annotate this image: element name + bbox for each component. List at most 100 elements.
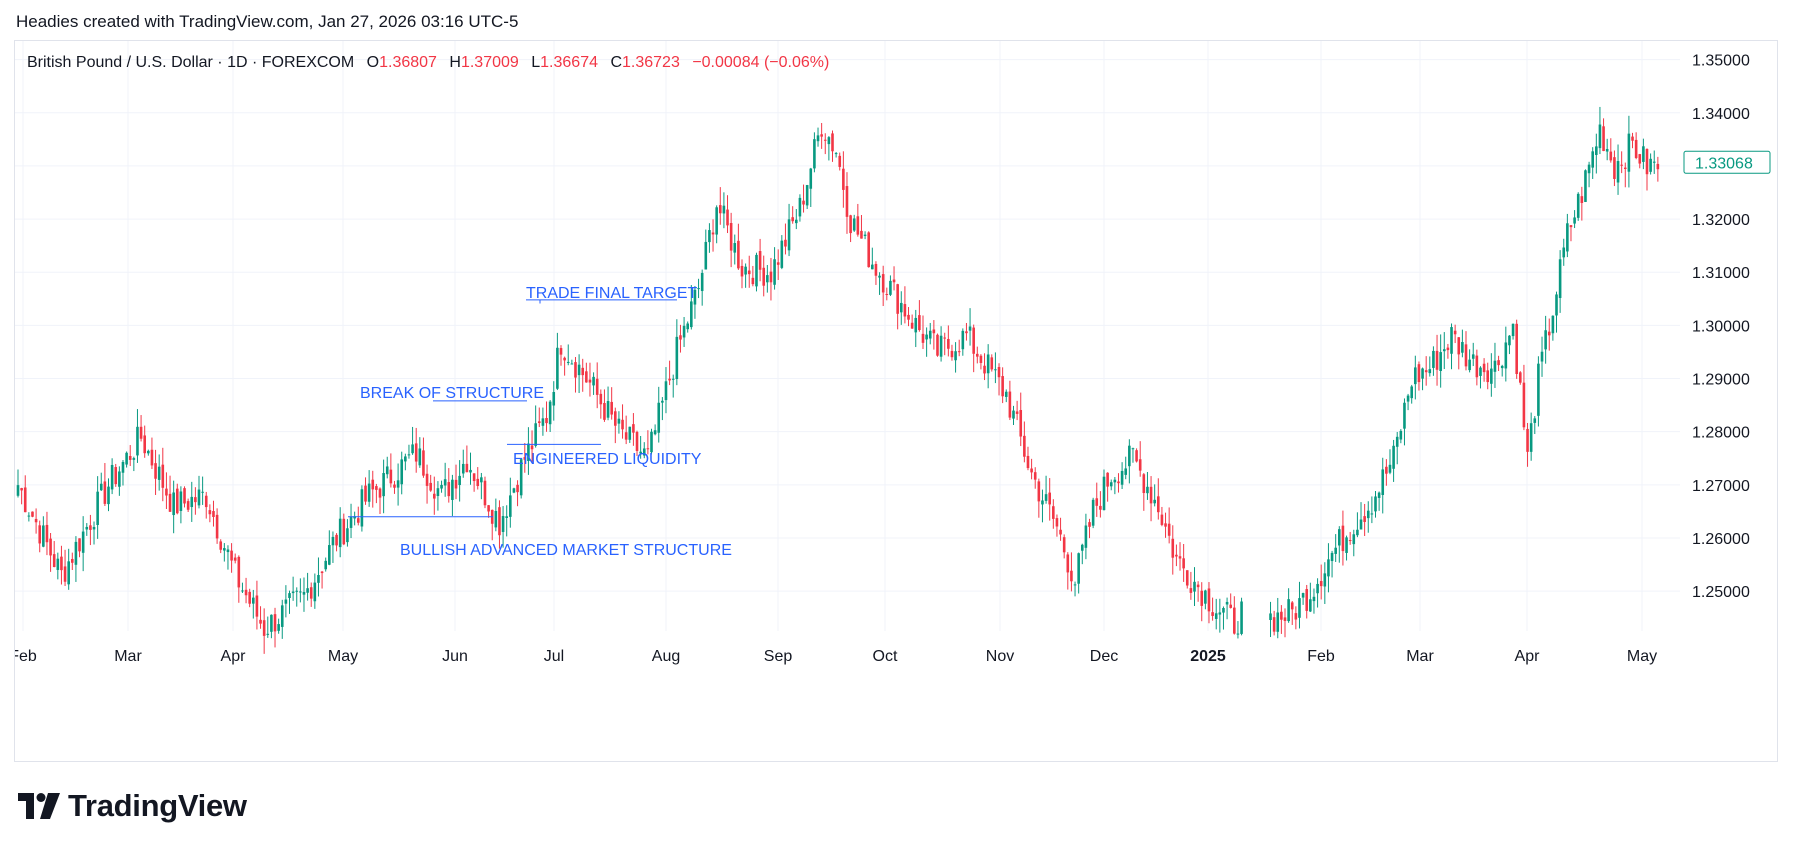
candle	[259, 606, 262, 629]
candle	[722, 192, 726, 229]
candle	[994, 352, 997, 384]
annotation-label[interactable]: BULLISH ADVANCED MARKET STRUCTURE	[400, 542, 732, 559]
candle	[396, 463, 400, 506]
candle	[509, 477, 512, 528]
candle	[1649, 153, 1652, 175]
candle-body	[762, 267, 766, 286]
candle-body	[179, 491, 183, 511]
candle-body	[1124, 468, 1128, 475]
candle-body	[89, 525, 92, 530]
symbol-legend[interactable]: British Pound / U.S. Dollar · 1D · FOREX…	[27, 54, 829, 72]
candle	[1142, 473, 1146, 511]
candle-body	[1642, 146, 1645, 162]
candle-body	[1338, 529, 1341, 546]
candle-body	[154, 463, 157, 479]
candle-body	[776, 262, 780, 265]
candle	[139, 415, 143, 442]
candle-body	[918, 315, 921, 331]
candle-body	[1073, 584, 1077, 586]
candle	[1233, 596, 1236, 635]
last-price-badge[interactable]: 1.33068	[1683, 150, 1771, 174]
candle-body	[1428, 369, 1432, 374]
candle	[16, 469, 20, 498]
candle	[132, 456, 136, 472]
symbol-title[interactable]: British Pound / U.S. Dollar · 1D · FOREX…	[27, 54, 355, 71]
candle-body	[262, 620, 266, 636]
candle	[1272, 610, 1276, 636]
candle-body	[411, 444, 414, 454]
x-tick-label: Sep	[764, 648, 793, 665]
candle	[1330, 550, 1334, 578]
annotation-label[interactable]: BREAK OF STRUCTURE	[360, 385, 544, 402]
candle	[1200, 582, 1204, 622]
annotation-label[interactable]: TRADE FINAL TARGET	[526, 285, 698, 302]
candle-body	[99, 483, 103, 491]
candle	[1113, 477, 1117, 495]
candle-body	[78, 538, 81, 552]
candle	[697, 278, 700, 299]
candle	[1533, 416, 1537, 435]
candle-body	[769, 271, 773, 283]
candle-body	[1566, 223, 1569, 252]
candle	[537, 407, 541, 428]
candle	[588, 362, 592, 397]
candle-body	[834, 153, 838, 155]
candle	[1214, 598, 1218, 630]
candle	[624, 415, 628, 445]
candle-body	[1569, 225, 1573, 228]
candle	[718, 187, 722, 225]
candle-body	[360, 489, 364, 527]
candle	[230, 543, 233, 573]
candle	[1457, 337, 1461, 370]
candle-body	[595, 378, 599, 395]
price-axis[interactable]: 1.25000 1.26000 1.27000 1.28000 1.29000 1.300…	[1683, 53, 1771, 602]
candle	[1414, 355, 1417, 400]
candle-body	[795, 219, 798, 224]
candle-body	[512, 488, 516, 493]
candle-body	[1059, 529, 1062, 535]
candle-body	[1099, 505, 1102, 510]
candle-body	[1471, 354, 1475, 359]
candle	[1435, 334, 1439, 386]
chart-container[interactable]: TRADE FINAL TARGET BREAK OF STRUCTURE ENGI…	[14, 40, 1778, 762]
candle	[758, 238, 762, 282]
candle	[1066, 552, 1070, 590]
candle	[708, 223, 711, 253]
price-chart[interactable]: TRADE FINAL TARGET BREAK OF STRUCTURE ENGI…	[15, 41, 1779, 763]
annotation-label[interactable]: ENGINEERED LIQUIDITY	[513, 451, 702, 468]
candle-body	[867, 232, 870, 268]
annotations: TRADE FINAL TARGET BREAK OF STRUCTURE ENGI…	[348, 285, 732, 559]
time-axis[interactable]: Feb Mar Apr May Jun Jul Aug Sep Oct Nov Dec 2025 Feb…	[15, 648, 1657, 665]
candle-body	[657, 402, 661, 433]
candle-body	[545, 417, 548, 424]
candle-body	[664, 381, 668, 401]
candle	[867, 231, 870, 268]
candle	[1048, 478, 1051, 521]
y-tick-label: 1.25000	[1692, 584, 1750, 601]
candle-body	[385, 466, 389, 475]
candle-body	[414, 443, 418, 462]
candle	[168, 475, 172, 512]
candle	[1290, 601, 1294, 625]
candle-body	[107, 486, 110, 505]
candle-body	[1591, 151, 1594, 168]
candle	[190, 481, 194, 522]
candle	[1464, 331, 1468, 371]
candle	[74, 536, 78, 582]
candle	[603, 389, 606, 422]
candle-body	[1366, 510, 1370, 519]
candle-body	[972, 327, 975, 354]
candle-body	[1385, 466, 1388, 474]
candle-body	[458, 475, 461, 486]
candle	[925, 327, 928, 357]
candle	[364, 477, 367, 505]
candle-body	[747, 270, 751, 275]
tradingview-brand[interactable]: TradingView	[18, 788, 247, 824]
candle	[990, 354, 994, 372]
candle-body	[190, 496, 194, 508]
candle-body	[556, 347, 559, 389]
candle-body	[1117, 481, 1120, 484]
candle-body	[1631, 136, 1634, 141]
y-tick-label: 1.35000	[1692, 53, 1750, 70]
candle	[270, 614, 273, 639]
